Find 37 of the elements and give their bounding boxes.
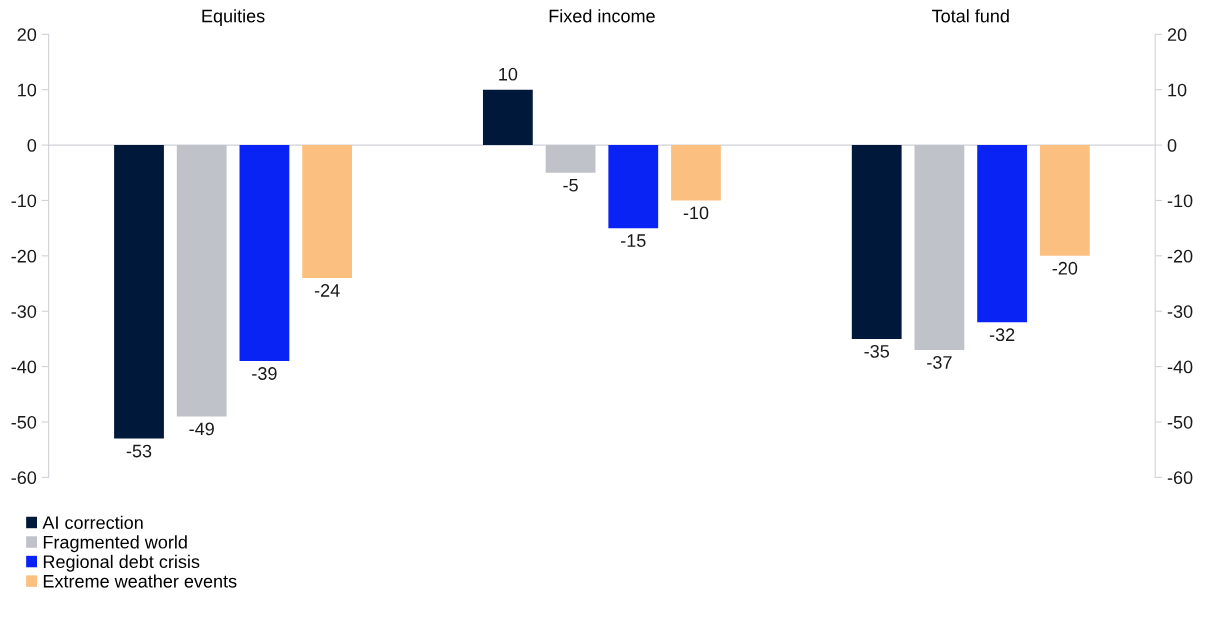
data-label: -49 <box>189 422 214 436</box>
data-label: -20 <box>1052 261 1078 275</box>
y-tick-label: -10 <box>11 194 37 208</box>
y-tick-label: -50 <box>11 415 37 429</box>
y-tick-label: -20 <box>11 249 37 263</box>
data-label: -32 <box>989 328 1015 342</box>
legend-label: Fragmented world <box>43 535 187 553</box>
y-tick-label: -40 <box>11 360 37 374</box>
y-tick-label: 20 <box>17 28 37 42</box>
data-label: -39 <box>252 367 277 380</box>
y2-tick-label: 0 <box>1167 139 1177 152</box>
y-tick-label: 10 <box>18 83 37 97</box>
y2-tick-label: -50 <box>1167 415 1193 429</box>
x-tick-label: Total fund <box>932 9 1009 23</box>
y-tick-label: -30 <box>11 305 37 318</box>
y-tick-label: 0 <box>27 139 37 152</box>
data-label: 10 <box>499 67 518 81</box>
y2-tick-label: -10 <box>1167 194 1193 208</box>
data-label: -10 <box>683 206 709 220</box>
x-tick-label: Fixed income <box>549 9 655 23</box>
y2-tick-label: 20 <box>1167 28 1187 42</box>
y2-tick-label: -30 <box>1167 305 1193 318</box>
data-label: -53 <box>126 444 152 458</box>
x-tick-label: Equities <box>202 9 265 26</box>
y2-tick-label: -40 <box>1167 360 1193 374</box>
legend-label: AI correction <box>42 515 143 530</box>
data-label: -24 <box>314 284 340 297</box>
y2-tick-label: -60 <box>1167 471 1193 485</box>
legend-label: Regional debt crisis <box>43 554 200 572</box>
data-label: -35 <box>864 344 890 358</box>
data-label: -15 <box>621 234 646 247</box>
data-label: -37 <box>927 356 952 369</box>
y2-tick-label: 10 <box>1168 83 1187 97</box>
legend-label: Extreme weather events <box>43 574 237 588</box>
y2-tick-label: -20 <box>1167 249 1193 263</box>
y-tick-label: -60 <box>11 471 37 485</box>
data-label: -5 <box>563 178 578 192</box>
